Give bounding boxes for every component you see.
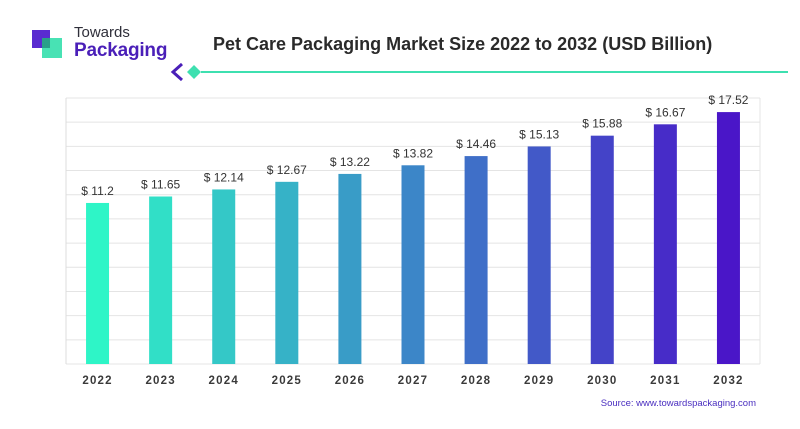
- chart-title: Pet Care Packaging Market Size 2022 to 2…: [213, 34, 713, 54]
- x-tick-label-2024: 2024: [209, 375, 239, 387]
- x-tick-label-2025: 2025: [272, 375, 302, 387]
- value-label-2026: $ 13.22: [330, 155, 370, 169]
- bar-2024: [212, 189, 236, 364]
- value-label-2024: $ 12.14: [204, 170, 244, 184]
- bar-2027: [401, 165, 425, 364]
- x-tick-label-2027: 2027: [398, 375, 428, 387]
- packaging-cube-icon: [32, 30, 62, 58]
- value-label-2029: $ 15.13: [519, 127, 559, 141]
- x-tick-label-2030: 2030: [587, 375, 617, 387]
- bar-2029: [527, 146, 551, 364]
- source-note: Source: www.towardspackaging.com: [600, 398, 756, 409]
- bar-2026: [338, 173, 362, 364]
- x-tick-label-2031: 2031: [650, 375, 680, 387]
- brand-line-2: Packaging: [74, 40, 168, 61]
- value-label-2030: $ 15.88: [582, 117, 622, 131]
- bar-2022: [86, 202, 110, 364]
- title-underline-decoration: [170, 62, 788, 82]
- bar-2028: [464, 156, 488, 364]
- value-label-2032: $ 17.52: [708, 93, 748, 107]
- x-tick-label-2022: 2022: [82, 375, 112, 387]
- value-label-2022: $ 11.2: [81, 184, 114, 198]
- x-tick-label-2028: 2028: [461, 375, 491, 387]
- value-label-2031: $ 16.67: [645, 105, 685, 119]
- bar-2031: [653, 124, 677, 364]
- x-tick-label-2023: 2023: [145, 375, 175, 387]
- bar-2032: [716, 112, 740, 364]
- bar-2030: [590, 135, 614, 364]
- bar-2023: [149, 196, 173, 364]
- brand-logo: Towards Packaging: [28, 24, 188, 68]
- x-tick-label-2026: 2026: [335, 375, 365, 387]
- x-tick-label-2029: 2029: [524, 375, 554, 387]
- bar-2025: [275, 181, 299, 364]
- x-tick-label-2032: 2032: [713, 375, 743, 387]
- value-label-2023: $ 11.65: [141, 177, 180, 191]
- brand-line-1: Towards: [74, 24, 130, 41]
- value-label-2025: $ 12.67: [267, 163, 307, 177]
- value-label-2028: $ 14.46: [456, 137, 496, 151]
- value-label-2027: $ 13.82: [393, 146, 433, 160]
